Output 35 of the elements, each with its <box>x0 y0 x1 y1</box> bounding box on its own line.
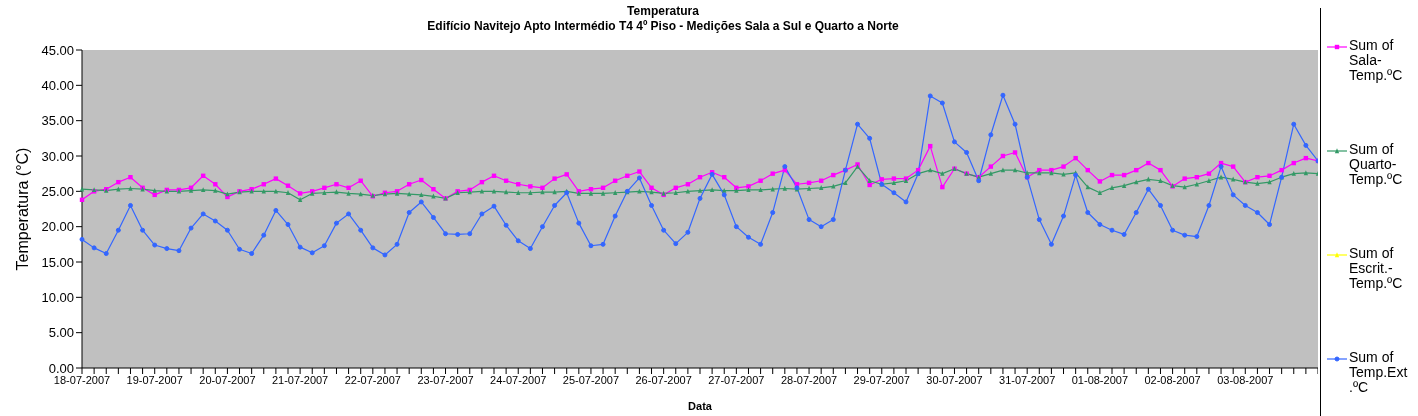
x-tick-label: 30-07-2007 <box>926 373 983 386</box>
x-axis-title: Data <box>688 400 713 412</box>
y-tick-label: 15.00 <box>41 254 74 270</box>
chart-subtitle: Edifício Navitejo Apto Intermédio T4 4º Piso - Medições Sala a Sul e Quarto a Norte <box>426 19 900 33</box>
x-tick-label: 01-08-2007 <box>1071 373 1129 386</box>
y-tick-label: 45.00 <box>41 42 74 58</box>
chart-title: Temperatura <box>626 4 700 18</box>
x-tick-label: 22-07-2007 <box>344 373 401 386</box>
y-tick-label: 25.00 <box>41 183 74 199</box>
y-tick-label: 40.00 <box>41 77 74 93</box>
x-tick-label: 31-07-2007 <box>999 373 1056 386</box>
x-tick-label: 20-07-2007 <box>199 373 256 386</box>
y-axis-title: Temperatura (°C) <box>13 147 31 271</box>
x-tick-label: 19-07-2007 <box>126 373 183 386</box>
legend-label: Sum of Quarto-Temp.ºC <box>1349 140 1404 187</box>
x-tick-label: 03-08-2007 <box>1217 373 1274 386</box>
y-tick-label: 20.00 <box>41 219 74 235</box>
legend-label: Sum of Escrit.-Temp.ºC <box>1349 244 1404 291</box>
y-tick-label: 35.00 <box>41 113 74 129</box>
y-tick-label: 10.00 <box>41 289 74 305</box>
y-tick-label: 5.00 <box>48 325 74 341</box>
legend-label: Sum of Temp.Ext.ºC <box>1349 348 1409 395</box>
x-tick-label: 24-07-2007 <box>490 373 547 386</box>
x-tick-label: 23-07-2007 <box>417 373 474 386</box>
x-tick-label: 21-07-2007 <box>271 373 329 386</box>
x-tick-label: 26-07-2007 <box>635 373 692 386</box>
x-tick-label: 02-08-2007 <box>1144 373 1201 386</box>
x-tick-label: 29-07-2007 <box>853 373 910 386</box>
x-tick-label: 18-07-2007 <box>53 373 111 386</box>
y-tick-label: 30.00 <box>41 148 74 164</box>
x-tick-label: 25-07-2007 <box>562 373 620 386</box>
y-tick-label: 0.00 <box>48 360 74 376</box>
x-tick-label: 27-07-2007 <box>708 373 765 386</box>
legend-label: Sum of Sala-Temp.ºC <box>1349 36 1404 83</box>
x-tick-label: 28-07-2007 <box>780 373 838 386</box>
